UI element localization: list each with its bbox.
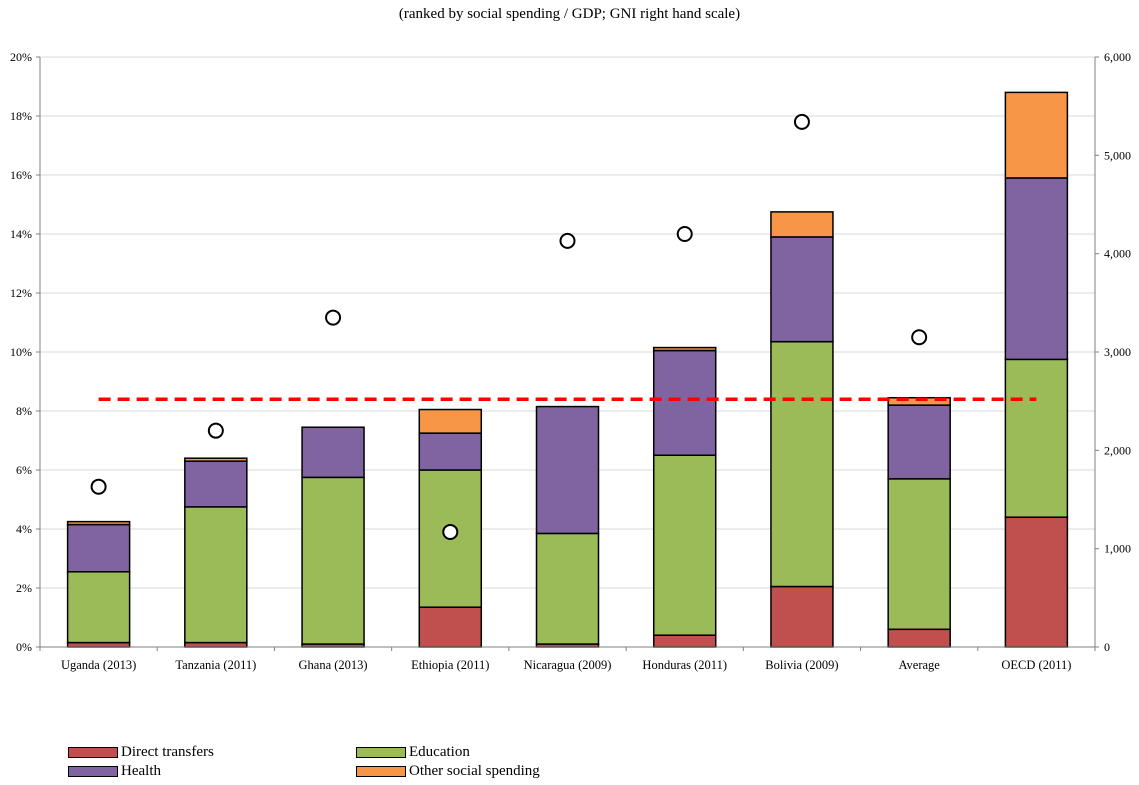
x-tick-label: OECD (2011) — [1001, 658, 1071, 672]
bar-direct-transfers-ethiopia-2011 — [418, 606, 483, 648]
stacked-bar-chart: 0% 2% 4% 6% 8% 10% 12% 14% 16% 18% 20% 0 1,000 2,000 3… — [10, 50, 1131, 672]
legend-item-direct-transfers: Direct transfers — [68, 744, 356, 761]
y-left-tick-label: 6% — [16, 463, 32, 477]
bar-education-tanzania-2011 — [184, 506, 248, 644]
y-right-tick-label: 4,000 — [1104, 247, 1131, 261]
bar-other-social-spending-ethiopia-2011 — [418, 408, 483, 434]
gni-point-bolivia-2009 — [793, 113, 810, 130]
legend-swatch-other-social-spending — [356, 766, 406, 777]
legend-label-direct-transfers: Direct transfers — [121, 744, 214, 760]
y-left-tick-label: 0% — [16, 640, 32, 654]
x-tick-label: Ghana (2013) — [299, 658, 368, 672]
bar-direct-transfers-oecd-2011 — [1004, 516, 1069, 648]
bar-direct-transfers-bolivia-2009 — [770, 585, 834, 648]
bar-other-social-spending-oecd-2011 — [1004, 91, 1069, 179]
y-left-tick-label: 8% — [16, 404, 32, 418]
x-tick-label: Bolivia (2009) — [765, 658, 838, 672]
y-left-tick-label: 4% — [16, 522, 32, 536]
bar-health-bolivia-2009 — [770, 236, 834, 343]
y-right-tick-label: 2,000 — [1104, 443, 1131, 457]
y-left-tick-label: 20% — [10, 50, 32, 64]
y-left-tick-label: 12% — [10, 286, 32, 300]
bar-direct-transfers-average — [887, 628, 951, 648]
y-left-tick-label: 14% — [10, 227, 32, 241]
legend-swatch-direct-transfers — [68, 747, 118, 758]
gni-points — [90, 113, 928, 540]
bar-health-uganda-2013 — [66, 523, 131, 573]
bar-education-nicaragua-2009 — [535, 532, 600, 645]
gni-point-uganda-2013 — [90, 478, 107, 495]
bar-education-oecd-2011 — [1004, 358, 1069, 518]
bar-other-social-spending-uganda-2013 — [66, 520, 131, 526]
bar-education-bolivia-2009 — [770, 340, 834, 588]
x-tick-label: Ethiopia (2011) — [411, 658, 489, 672]
bar-health-tanzania-2011 — [184, 460, 248, 508]
gni-point-nicaragua-2009 — [559, 232, 576, 249]
bar-education-uganda-2013 — [66, 571, 131, 644]
legend-swatch-health — [68, 766, 118, 777]
y-right-tick-label: 3,000 — [1104, 345, 1131, 359]
bar-direct-transfers-honduras-2011 — [652, 634, 717, 648]
legend: Direct transfers Education Health Other … — [68, 744, 628, 780]
x-tick-label: Tanzania (2011) — [175, 658, 256, 672]
legend-item-health: Health — [68, 763, 356, 780]
bar-health-ghana-2013 — [301, 426, 365, 479]
x-tick-label: Uganda (2013) — [61, 658, 136, 672]
bar-health-nicaragua-2009 — [535, 405, 600, 535]
chart-subtitle: (ranked by social spending / GDP; GNI ri… — [398, 6, 741, 22]
legend-label-education: Education — [409, 744, 470, 760]
gni-point-average — [911, 329, 928, 346]
y-right-tick-label: 1,000 — [1104, 542, 1131, 556]
legend-swatch-education — [356, 747, 406, 758]
bar-health-oecd-2011 — [1004, 177, 1069, 361]
x-tick-label: Nicaragua (2009) — [524, 658, 612, 672]
legend-item-education: Education — [356, 744, 628, 761]
bar-other-social-spending-bolivia-2009 — [770, 211, 834, 238]
bar-other-social-spending-honduras-2011 — [652, 346, 717, 352]
bar-health-honduras-2011 — [652, 349, 717, 456]
y-left-tick-label: 10% — [10, 345, 32, 359]
bar-education-honduras-2011 — [652, 454, 717, 636]
y-right-tick-label: 6,000 — [1104, 50, 1131, 64]
gni-point-ethiopia-2011 — [442, 523, 459, 540]
y-left-tick-label: 18% — [10, 109, 32, 123]
bars — [66, 91, 1069, 648]
y-left-tick-label: 16% — [10, 168, 32, 182]
legend-label-other-social-spending: Other social spending — [409, 763, 540, 779]
legend-label-health: Health — [121, 763, 161, 779]
bar-health-ethiopia-2011 — [418, 432, 483, 471]
bar-other-social-spending-tanzania-2011 — [184, 457, 248, 462]
bar-education-ghana-2013 — [301, 476, 365, 645]
y-left-tick-label: 2% — [16, 581, 32, 595]
gni-point-ghana-2013 — [325, 309, 342, 326]
gni-point-honduras-2011 — [676, 226, 693, 242]
x-tick-label: Average — [898, 658, 940, 672]
bar-health-average — [887, 404, 951, 480]
y-right-tick-label: 5,000 — [1104, 148, 1131, 162]
x-tick-label: Honduras (2011) — [642, 658, 727, 672]
axes: 0% 2% 4% 6% 8% 10% 12% 14% 16% 18% 20% 0 1,000 2,000 3… — [10, 50, 1131, 672]
bar-education-average — [887, 478, 951, 631]
y-right-tick-label: 0 — [1104, 640, 1110, 654]
gni-point-tanzania-2011 — [207, 422, 224, 439]
legend-item-other-social-spending: Other social spending — [356, 763, 628, 780]
